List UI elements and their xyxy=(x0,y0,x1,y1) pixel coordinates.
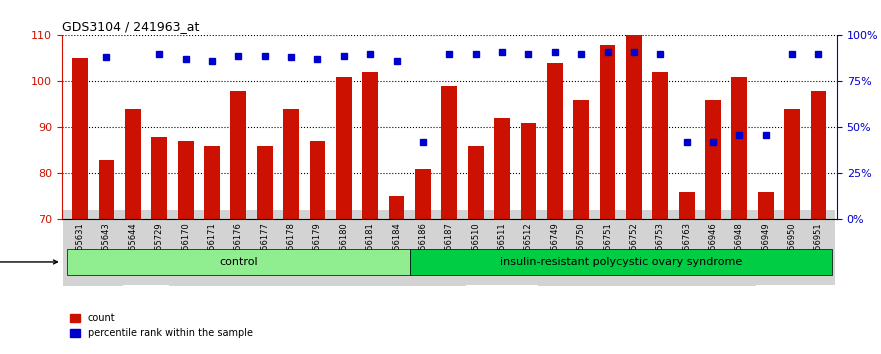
Bar xyxy=(415,169,431,219)
Text: control: control xyxy=(219,257,257,267)
Bar xyxy=(441,86,457,219)
Bar xyxy=(99,160,115,219)
Bar xyxy=(336,77,352,219)
FancyBboxPatch shape xyxy=(410,249,832,275)
Bar xyxy=(72,58,88,219)
Bar xyxy=(600,45,616,219)
Bar xyxy=(626,35,642,219)
Bar xyxy=(389,196,404,219)
Bar xyxy=(362,72,378,219)
Bar xyxy=(256,146,272,219)
Bar xyxy=(574,100,589,219)
Bar xyxy=(204,146,220,219)
Bar xyxy=(705,100,721,219)
Bar xyxy=(547,63,563,219)
Bar xyxy=(652,72,668,219)
Text: insulin-resistant polycystic ovary syndrome: insulin-resistant polycystic ovary syndr… xyxy=(500,257,742,267)
Bar xyxy=(521,123,537,219)
Bar xyxy=(309,141,325,219)
Bar xyxy=(125,109,141,219)
Bar xyxy=(784,109,800,219)
Bar xyxy=(152,137,167,219)
FancyBboxPatch shape xyxy=(67,249,410,275)
Bar xyxy=(468,146,484,219)
Bar xyxy=(678,192,694,219)
Bar xyxy=(758,192,774,219)
Bar xyxy=(811,91,826,219)
Bar xyxy=(731,77,747,219)
Text: disease state: disease state xyxy=(0,257,57,267)
Bar xyxy=(283,109,299,219)
Text: GDS3104 / 241963_at: GDS3104 / 241963_at xyxy=(62,20,199,33)
Bar xyxy=(178,141,194,219)
Legend: count, percentile rank within the sample: count, percentile rank within the sample xyxy=(67,309,256,342)
Bar xyxy=(231,91,247,219)
Bar xyxy=(494,118,510,219)
